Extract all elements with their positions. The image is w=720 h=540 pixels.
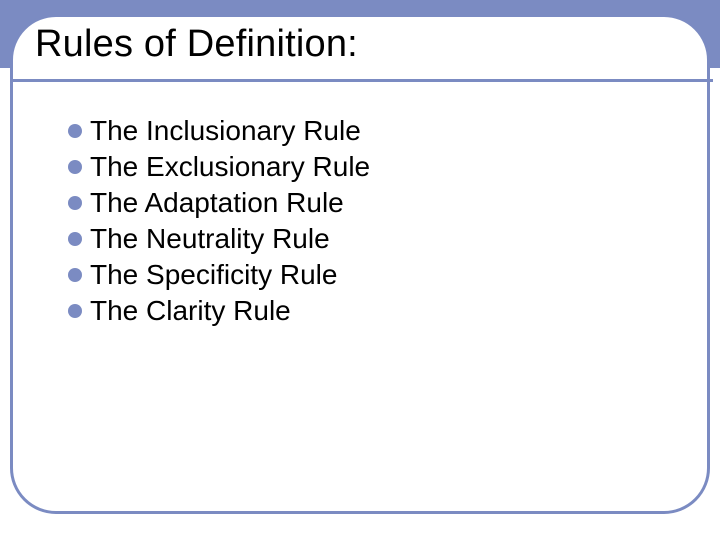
bullet-icon xyxy=(68,196,82,210)
title-underline xyxy=(13,79,713,82)
list-item: The Exclusionary Rule xyxy=(68,153,370,181)
bullet-label: The Inclusionary Rule xyxy=(90,117,361,145)
list-item: The Specificity Rule xyxy=(68,261,370,289)
bullet-icon xyxy=(68,232,82,246)
bullet-label: The Neutrality Rule xyxy=(90,225,330,253)
list-item: The Neutrality Rule xyxy=(68,225,370,253)
list-item: The Inclusionary Rule xyxy=(68,117,370,145)
list-item: The Adaptation Rule xyxy=(68,189,370,217)
bullet-label: The Adaptation Rule xyxy=(90,189,344,217)
bullet-icon xyxy=(68,124,82,138)
slide-title: Rules of Definition: xyxy=(13,23,707,66)
list-item: The Clarity Rule xyxy=(68,297,370,325)
bullet-label: The Clarity Rule xyxy=(90,297,291,325)
content-panel: Rules of Definition: The Inclusionary Ru… xyxy=(10,14,710,514)
bullet-label: The Specificity Rule xyxy=(90,261,337,289)
bullet-icon xyxy=(68,268,82,282)
bullet-label: The Exclusionary Rule xyxy=(90,153,370,181)
bullet-icon xyxy=(68,160,82,174)
bullet-list: The Inclusionary Rule The Exclusionary R… xyxy=(68,117,370,333)
slide: Rules of Definition: The Inclusionary Ru… xyxy=(0,0,720,540)
bullet-icon xyxy=(68,304,82,318)
